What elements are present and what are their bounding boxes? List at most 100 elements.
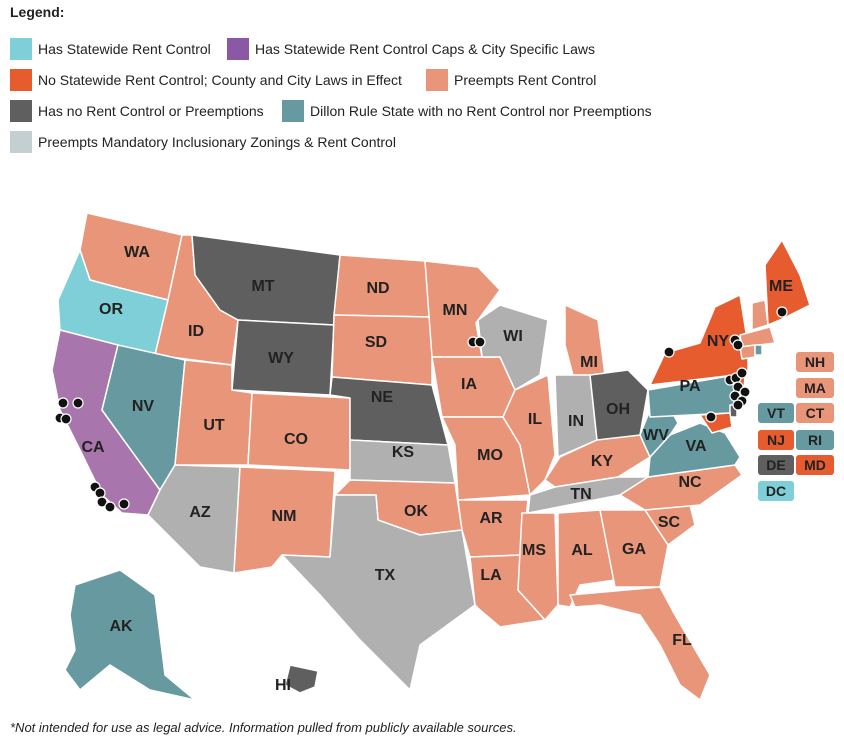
- city-marker: [776, 306, 788, 318]
- legend-swatch-none: [10, 100, 32, 122]
- city-marker: [60, 413, 72, 425]
- state-label-pa: PA: [679, 378, 700, 395]
- city-marker: [736, 367, 748, 379]
- state-tx: [281, 494, 476, 691]
- legend-label: No Statewide Rent Control; County and Ci…: [38, 72, 402, 88]
- state-chip-dc: DC: [758, 481, 794, 501]
- state-label-wy: WY: [268, 350, 294, 367]
- city-marker: [96, 496, 108, 508]
- state-label-tx: TX: [375, 567, 396, 584]
- city-marker: [57, 397, 69, 409]
- legend-label: Preempts Mandatory Inclusionary Zonings …: [38, 134, 396, 150]
- state-label-wi: WI: [503, 328, 523, 345]
- city-markers: [54, 306, 788, 513]
- state-label-mi: MI: [580, 354, 598, 371]
- state-label-id: ID: [188, 323, 204, 340]
- state-chip-nh: NH: [796, 352, 834, 372]
- state-ak: [64, 569, 196, 701]
- legend-title: Legend:: [10, 4, 65, 20]
- state-label-al: AL: [571, 542, 593, 559]
- state-label-il: IL: [528, 411, 542, 428]
- state-label-va: VA: [685, 438, 706, 455]
- legend-item-statewide: Has Statewide Rent Control: [10, 38, 211, 60]
- state-label-mt: MT: [251, 278, 274, 295]
- legend-swatch-dillon: [282, 100, 304, 122]
- state-chip-vt: VT: [758, 403, 794, 423]
- state-label-hi: HI: [275, 677, 291, 694]
- state-label-mn: MN: [443, 302, 468, 319]
- states-layer: [51, 212, 811, 701]
- city-marker: [94, 487, 106, 499]
- legend-swatch-caps: [227, 38, 249, 60]
- state-label-me: ME: [769, 278, 793, 295]
- legend-item-none: Has no Rent Control or Preemptions: [10, 100, 264, 122]
- legend-item-inclusionary: Preempts Mandatory Inclusionary Zonings …: [10, 131, 396, 153]
- state-label-nm: NM: [272, 508, 297, 525]
- state-label-ca: CA: [81, 439, 105, 456]
- state-label-sc: SC: [658, 514, 681, 531]
- state-il: [502, 374, 556, 496]
- city-marker: [732, 399, 744, 411]
- state-ga: [599, 509, 669, 588]
- legend-item-county: No Statewide Rent Control; County and Ci…: [10, 69, 402, 91]
- state-label-tn: TN: [570, 486, 591, 503]
- legend-label: Has Statewide Rent Control: [38, 41, 211, 57]
- state-label-ut: UT: [203, 417, 225, 434]
- state-ar: [457, 499, 529, 558]
- state-label-la: LA: [480, 567, 502, 584]
- state-fl: [569, 586, 711, 701]
- state-ms: [517, 512, 559, 621]
- state-chip-md: MD: [796, 455, 834, 475]
- state-label-ar: AR: [479, 510, 503, 527]
- state-label-sd: SD: [365, 334, 387, 351]
- state-label-ks: KS: [392, 444, 415, 461]
- state-label-wa: WA: [124, 244, 150, 261]
- state-chip-ct: CT: [796, 403, 834, 423]
- state-label-ak: AK: [109, 618, 133, 635]
- state-label-co: CO: [284, 431, 308, 448]
- city-marker: [705, 411, 717, 423]
- state-label-ok: OK: [404, 503, 428, 520]
- state-ri: [754, 344, 763, 356]
- legend-label: Has Statewide Rent Control Caps & City S…: [255, 41, 596, 57]
- legend-swatch-preempts: [426, 69, 448, 91]
- state-chip-nj: NJ: [758, 430, 794, 450]
- state-chip-ma: MA: [796, 378, 834, 398]
- legend-item-caps: Has Statewide Rent Control Caps & City S…: [227, 38, 595, 60]
- state-wi: [477, 304, 549, 391]
- city-marker: [732, 339, 744, 351]
- state-nh: [751, 299, 769, 331]
- state-hi: [284, 664, 319, 694]
- state-chip-ri: RI: [796, 430, 834, 450]
- city-marker: [72, 397, 84, 409]
- state-label-or: OR: [99, 301, 123, 318]
- state-label-wv: WV: [643, 427, 669, 444]
- state-ct: [739, 344, 756, 360]
- city-marker: [104, 501, 116, 513]
- legend-item-dillon: Dillon Rule State with no Rent Control n…: [282, 100, 652, 122]
- state-label-nd: ND: [366, 280, 389, 297]
- legend-swatch-inclusionary: [10, 131, 32, 153]
- legend-item-preempts: Preempts Rent Control: [426, 69, 596, 91]
- state-chip-de: DE: [758, 455, 794, 475]
- state-label-nc: NC: [678, 474, 702, 491]
- state-label-ky: KY: [591, 453, 614, 470]
- state-label-in: IN: [568, 413, 584, 430]
- state-label-ga: GA: [622, 541, 646, 558]
- footnote: *Not intended for use as legal advice. I…: [10, 720, 517, 735]
- state-mi: [564, 304, 606, 384]
- city-marker: [663, 346, 675, 358]
- state-label-nv: NV: [132, 398, 155, 415]
- state-label-az: AZ: [189, 504, 211, 521]
- state-label-ny: NY: [707, 333, 730, 350]
- legend-swatch-county: [10, 69, 32, 91]
- state-label-ne: NE: [371, 389, 394, 406]
- state-label-ms: MS: [522, 542, 546, 559]
- city-marker: [118, 498, 130, 510]
- city-marker: [474, 336, 486, 348]
- legend-label: Dillon Rule State with no Rent Control n…: [310, 103, 652, 119]
- legend-label: Preempts Rent Control: [454, 72, 597, 88]
- us-rent-control-map: WA OR CA ID NV MT WY UT AZ CO NM ND SD NE KS OK TX MN IA MO…: [51, 212, 811, 701]
- state-label-ia: IA: [461, 376, 477, 393]
- labels-layer: WA OR CA ID NV MT WY UT AZ CO NM ND SD NE KS OK TX MN IA MO…: [81, 244, 793, 694]
